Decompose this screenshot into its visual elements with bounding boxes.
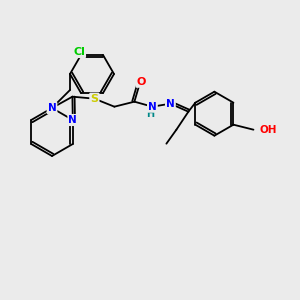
Text: N: N [148,102,157,112]
Text: N: N [48,103,56,113]
Text: H: H [146,109,154,119]
Text: OH: OH [260,125,277,135]
Text: O: O [137,77,146,87]
Text: Cl: Cl [73,47,85,57]
Text: N: N [166,99,175,109]
Text: N: N [68,115,77,125]
Text: S: S [90,94,98,104]
